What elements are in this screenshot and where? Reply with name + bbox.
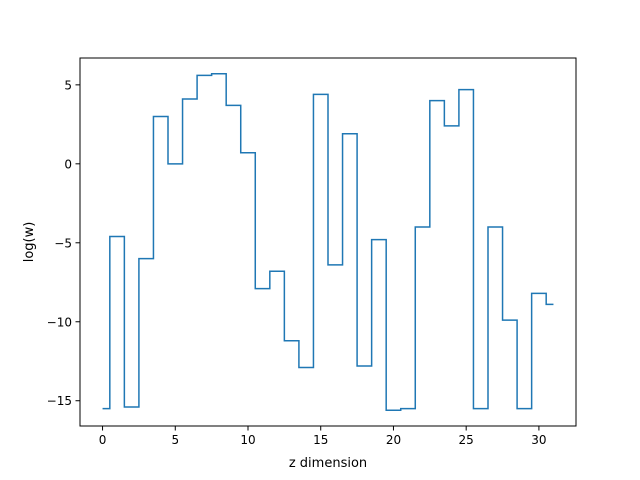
x-axis-label: z dimension <box>289 456 367 471</box>
y-tick-label: −10 <box>47 315 72 329</box>
y-tick-label: 5 <box>64 78 72 92</box>
x-tick-label: 5 <box>171 433 179 447</box>
y-tick-label: 0 <box>64 157 72 171</box>
series-line-0 <box>102 73 554 411</box>
x-tick-label: 10 <box>240 433 255 447</box>
axes-frame <box>79 57 577 427</box>
y-tick-label: −15 <box>47 394 72 408</box>
y-tick-label: −5 <box>54 236 72 250</box>
x-tick-label: 30 <box>531 433 546 447</box>
x-tick-label: 15 <box>313 433 328 447</box>
x-tick-label: 0 <box>99 433 107 447</box>
y-axis-label: log(w) <box>22 222 37 263</box>
x-tick-label: 20 <box>386 433 401 447</box>
x-tick-label: 25 <box>459 433 474 447</box>
